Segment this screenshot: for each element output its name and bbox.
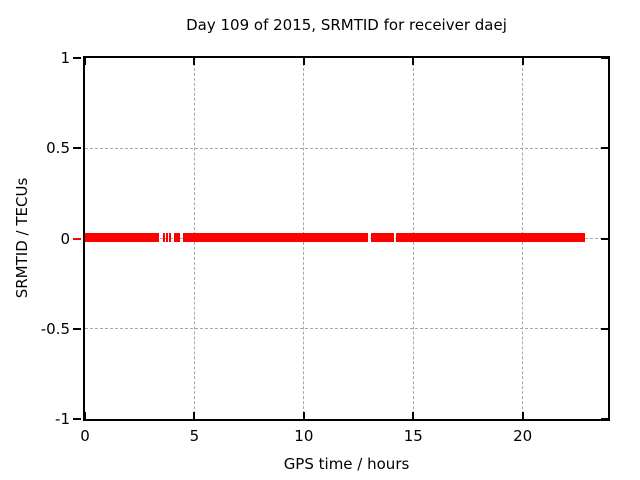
x-tick-top	[302, 58, 305, 65]
x-tick-bottom	[521, 412, 524, 419]
y-tick-left	[73, 327, 81, 330]
data-segment	[183, 233, 368, 242]
data-segment	[169, 233, 171, 242]
zero-point-overhang	[73, 237, 81, 240]
x-tick-label: 15	[403, 427, 423, 445]
x-tick-label: 0	[80, 427, 90, 445]
y-tick-right	[601, 418, 608, 420]
x-tick-bottom	[193, 412, 196, 419]
y-tick-label: -0.5	[40, 319, 70, 338]
data-segment	[162, 233, 166, 242]
x-axis-label: GPS time / hours	[283, 455, 410, 473]
x-tick-label: 5	[189, 427, 200, 445]
y-tick-right	[601, 57, 608, 59]
x-tick-bottom	[302, 412, 305, 419]
x-tick-top	[84, 58, 86, 65]
plot-area	[73, 56, 610, 421]
y-gridline	[85, 328, 608, 330]
y-gridline	[85, 147, 608, 149]
y-tick-right	[601, 327, 608, 330]
data-segment	[174, 233, 180, 242]
y-tick-label: 1	[60, 49, 70, 67]
chart-title: Day 109 of 2015, SRMTID for receiver dae…	[186, 16, 507, 34]
x-tick-label: 10	[294, 427, 314, 445]
y-tick-right	[601, 147, 608, 150]
x-tick-bottom	[84, 412, 86, 419]
x-tick-label: 20	[513, 427, 533, 445]
y-tick-left	[73, 57, 81, 59]
y-tick-right	[601, 237, 608, 240]
y-tick-left	[73, 147, 81, 150]
data-segment	[165, 233, 168, 242]
x-tick-bottom	[412, 412, 415, 419]
x-tick-top	[521, 58, 524, 65]
y-tick-label: 0.5	[46, 139, 70, 158]
x-tick-top	[412, 58, 415, 65]
y-tick-label: -1	[55, 410, 70, 428]
y-tick-label: 0	[60, 229, 70, 248]
data-segment	[371, 233, 394, 242]
data-segment	[85, 233, 159, 242]
y-tick-left	[73, 418, 81, 420]
data-segment	[396, 233, 586, 242]
x-tick-top	[193, 58, 196, 65]
